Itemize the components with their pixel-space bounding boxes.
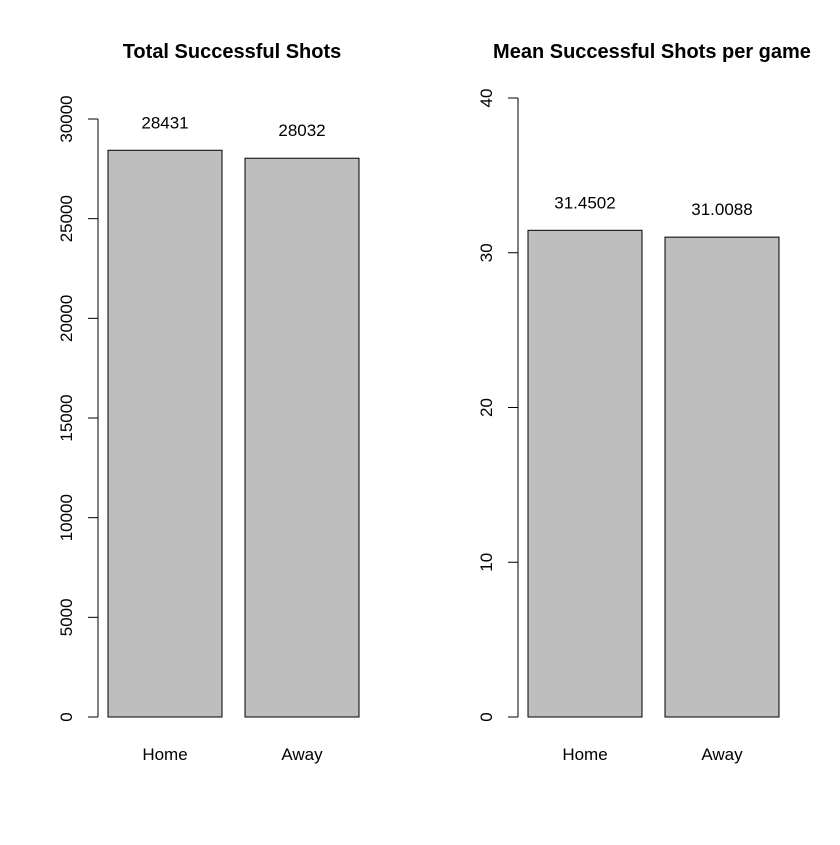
y-tick-label: 0: [57, 712, 76, 721]
y-tick-label: 20: [477, 398, 496, 417]
chart-panel-total: Total Successful Shots Home 28431 Away 28032…: [57, 41, 360, 764]
data-label: 28431: [141, 113, 188, 132]
y-tick-label: 30000: [57, 95, 76, 142]
data-label: 31.0088: [691, 200, 752, 219]
chart-panel-mean: Mean Successful Shots per game Home 31.450…: [477, 41, 811, 764]
y-tick-label: 40: [477, 89, 496, 108]
data-label: 31.4502: [554, 193, 615, 212]
y-tick-label: 5000: [57, 598, 76, 636]
chart-title: Total Successful Shots: [123, 41, 342, 63]
bar-home: [107, 149, 223, 718]
chart-title: Mean Successful Shots per game: [493, 41, 811, 63]
data-label: 28032: [278, 121, 325, 140]
y-tick-label: 10: [477, 553, 496, 572]
category-label: Away: [281, 745, 323, 764]
category-label: Away: [701, 745, 743, 764]
bar-home: [527, 229, 643, 718]
y-tick-label: 25000: [57, 195, 76, 242]
category-label: Home: [562, 745, 607, 764]
y-tick-label: 30: [477, 243, 496, 262]
category-label: Home: [142, 745, 187, 764]
y-tick-label: 15000: [57, 394, 76, 441]
bar-away: [664, 236, 780, 718]
y-tick-label: 0: [477, 712, 496, 721]
y-tick-label: 10000: [57, 494, 76, 541]
y-tick-label: 20000: [57, 295, 76, 342]
bar-away: [244, 157, 360, 718]
